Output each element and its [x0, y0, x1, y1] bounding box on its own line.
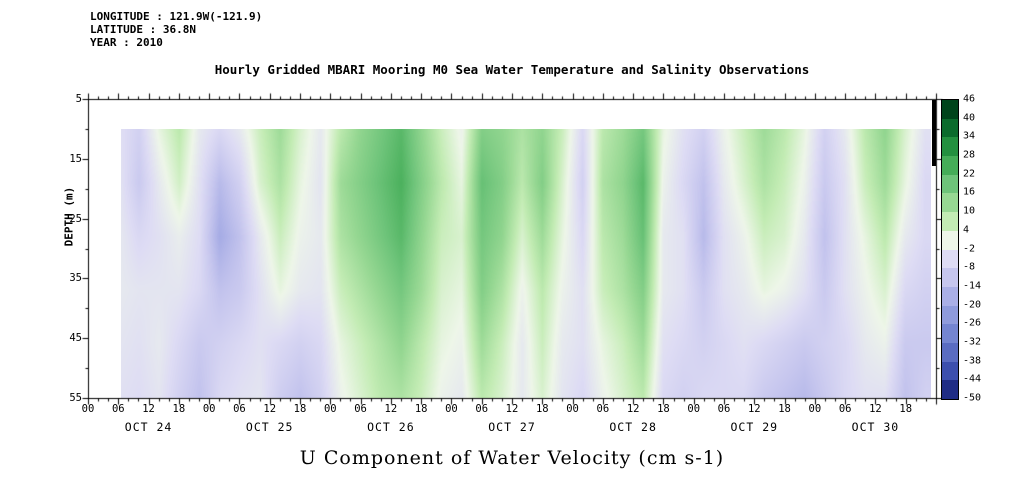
colorbar-segment	[942, 268, 958, 287]
colorbar-segment	[942, 212, 958, 231]
colorbar-segment	[942, 156, 958, 175]
x-hour-tick-label: 06	[233, 403, 246, 415]
x-hour-tick-label: 18	[414, 403, 428, 415]
colorbar-tick-label: -8	[963, 261, 976, 273]
x-hour-tick-label: 18	[535, 403, 549, 415]
colorbar-tick-label: 22	[963, 168, 976, 180]
colorbar-tick-label: -26	[963, 317, 982, 329]
x-hour-tick-label: 06	[838, 403, 852, 415]
colorbar-segment	[942, 249, 958, 269]
x-day-label: OCT 26	[367, 420, 415, 434]
colorbar-tick-label: -20	[963, 299, 982, 311]
x-hour-tick-label: 00	[566, 403, 579, 415]
x-hour-tick-label: 12	[626, 403, 640, 415]
x-hour-tick-label: 12	[747, 403, 761, 415]
colorbar-segment	[942, 361, 958, 381]
x-hour-tick-label: 18	[293, 403, 307, 415]
x-hour-tick-label: 00	[445, 403, 458, 415]
x-axis-title: U Component of Water Velocity (cm s-1)	[299, 447, 725, 469]
x-hour-tick-label: 06	[111, 403, 125, 415]
x-hour-tick-label: 12	[869, 403, 882, 415]
colorbar-tick-label: -32	[963, 336, 982, 348]
colorbar-tick-label: -2	[963, 243, 976, 254]
colorbar	[941, 99, 959, 400]
x-hour-tick-label: 12	[505, 403, 519, 415]
colorbar-tick-label: 16	[963, 186, 976, 198]
x-day-label: OCT 25	[245, 420, 294, 434]
x-day-label: OCT 27	[488, 420, 536, 434]
colorbar-segment	[942, 342, 958, 362]
colorbar-tick-label: 10	[963, 205, 976, 217]
colorbar-tick-label: 40	[963, 112, 976, 124]
x-hour-tick-label: 12	[384, 403, 398, 415]
colorbar-segment	[942, 324, 958, 343]
colorbar-tick-label: 4	[963, 224, 970, 236]
colorbar-segment	[942, 230, 958, 250]
colorbar-segment	[942, 193, 958, 213]
colorbar-tick-label: -50	[963, 392, 982, 404]
x-hour-tick-label: 00	[687, 403, 701, 415]
x-hour-tick-label: 06	[596, 403, 610, 415]
x-day-label: OCT 30	[851, 420, 900, 434]
y-tick-label: 15	[69, 152, 82, 165]
x-hour-tick-label: 12	[142, 403, 155, 415]
colorbar-segment	[942, 174, 958, 194]
x-hour-tick-label: 00	[81, 403, 95, 415]
x-day-label: OCT 24	[124, 420, 173, 434]
x-hour-tick-label: 00	[808, 403, 822, 415]
x-hour-tick-label: 18	[172, 403, 186, 415]
colorbar-tick-label: -38	[963, 355, 982, 367]
colorbar-tick-label: 34	[963, 130, 976, 142]
x-hour-tick-label: 06	[717, 403, 731, 415]
colorbar-segment	[942, 286, 958, 306]
y-tick-label: 5	[75, 93, 82, 105]
y-tick-label: 35	[69, 272, 82, 285]
x-day-label: OCT 29	[730, 420, 779, 434]
x-hour-tick-label: 18	[899, 403, 913, 415]
colorbar-segment	[942, 118, 958, 138]
missing-data-bar	[932, 100, 936, 166]
x-hour-tick-label: 00	[202, 403, 216, 415]
x-hour-tick-label: 06	[354, 403, 367, 415]
colorbar-segment	[942, 380, 958, 399]
colorbar-segment	[942, 100, 958, 119]
colorbar-tick-label: 46	[963, 93, 976, 105]
colorbar-segment	[942, 137, 958, 157]
x-hour-tick-label: 06	[475, 403, 489, 415]
x-hour-tick-label: 18	[778, 403, 791, 415]
x-hour-tick-label: 12	[263, 403, 277, 415]
y-tick-label: 25	[69, 212, 82, 225]
colorbar-tick-label: -44	[963, 373, 982, 385]
y-tick-label: 55	[69, 392, 82, 404]
x-day-label: OCT 28	[609, 420, 657, 434]
y-tick-label: 45	[69, 332, 82, 345]
colorbar-tick-label: 28	[963, 149, 976, 161]
x-hour-tick-label: 00	[323, 403, 337, 415]
colorbar-tick-label: -14	[963, 280, 982, 292]
colorbar-segment	[942, 305, 958, 325]
x-hour-tick-label: 18	[657, 403, 670, 415]
